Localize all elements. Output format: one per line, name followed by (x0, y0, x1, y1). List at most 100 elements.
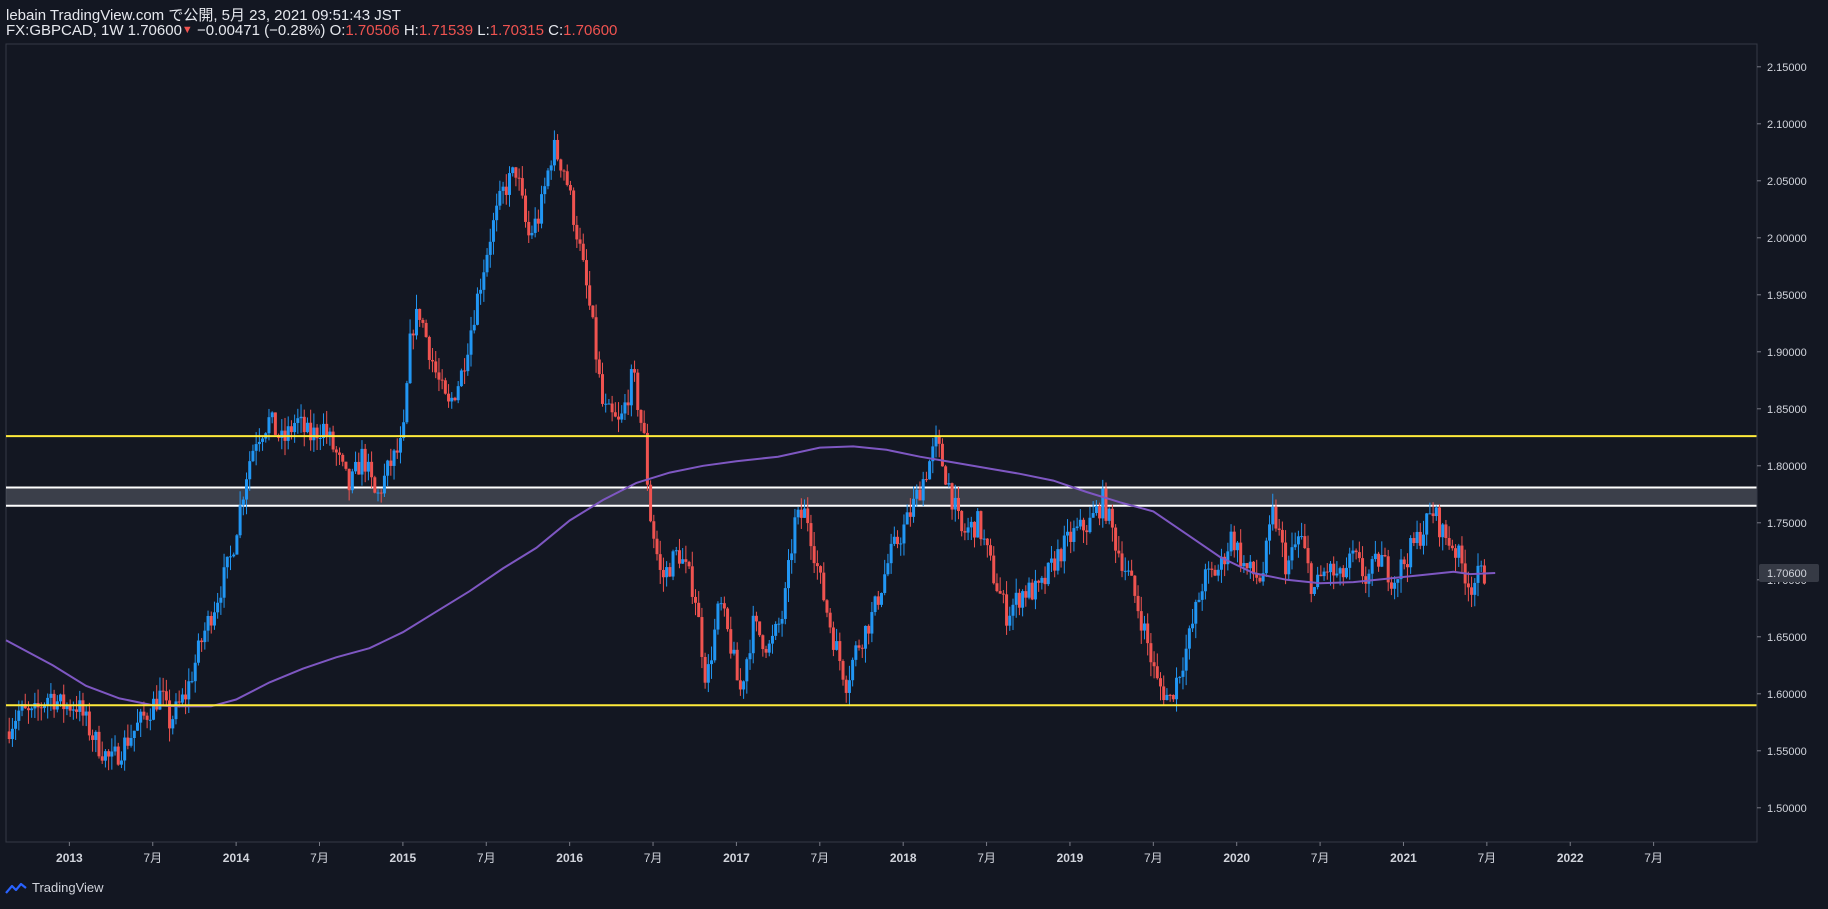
candle-body (177, 701, 181, 703)
candle-body (504, 186, 508, 195)
candle-body (1402, 559, 1406, 565)
candle-body (819, 566, 823, 573)
price-axis[interactable]: 2.15000 2.10000 2.05000 2.00000 1.95000 1.900… (1757, 62, 1807, 815)
candle-body (62, 694, 66, 710)
candle-body (652, 521, 656, 539)
candle-body (655, 538, 659, 555)
candle-body (681, 559, 685, 564)
candle-body (742, 681, 746, 690)
candle-body (1351, 550, 1355, 554)
candle-body (447, 393, 451, 402)
plot-area[interactable] (5, 43, 1758, 843)
candle-body (1271, 506, 1275, 525)
candle-body (1425, 513, 1429, 535)
candle-body (761, 635, 765, 650)
candle-body (892, 536, 896, 544)
candle-body (524, 195, 528, 222)
candle-body (684, 559, 688, 562)
candle-body (764, 649, 768, 653)
candle-body (469, 330, 473, 355)
candle-body (1300, 536, 1304, 538)
candle-body (668, 567, 672, 577)
candle-body (732, 649, 736, 654)
candle-body (1101, 488, 1105, 519)
candle-body (245, 479, 249, 500)
candle-body (886, 563, 890, 575)
candle-body (1072, 528, 1076, 542)
candle-body (700, 617, 704, 657)
candle-body (20, 704, 24, 711)
symbol-label[interactable]: FX:GBPCAD, 1W 1.70600 (6, 22, 182, 39)
time-tick-label: 2020 (1223, 851, 1250, 865)
candle-body (135, 722, 139, 731)
candle-body (395, 450, 399, 453)
candle-body (222, 567, 226, 598)
candle-body (645, 432, 649, 485)
candle-body (533, 218, 537, 233)
low-value: 1.70315 (489, 22, 544, 39)
candle-body (803, 508, 807, 518)
low-label: L: (477, 22, 490, 39)
close-label: C: (548, 22, 564, 39)
candle-body (386, 460, 390, 476)
symbol-ohlc-bar: FX:GBPCAD, 1W 1.70600▼ −0.00471 (−0.28%)… (6, 22, 617, 39)
candle-body (190, 681, 194, 683)
candle-body (1393, 582, 1397, 589)
candle-body (1107, 508, 1111, 521)
candle-body (142, 711, 146, 716)
candle-body (248, 461, 252, 480)
candle-body (1421, 534, 1425, 546)
publish-info: lebain TradingView.com で公開, 5月 23, 2021 … (6, 7, 401, 24)
price-tick-label: 1.50000 (1767, 803, 1807, 815)
candle-body (363, 448, 367, 472)
time-tick-label: 7月 (1478, 851, 1497, 865)
candle-body (594, 317, 598, 360)
candle-body (1194, 601, 1198, 624)
candle-body (671, 551, 675, 577)
candle-body (427, 336, 431, 360)
candle-body (1098, 506, 1102, 519)
time-tick-label: 2021 (1390, 851, 1417, 865)
time-tick-label: 2018 (890, 851, 917, 865)
candle-body (206, 615, 210, 631)
time-axis[interactable]: 2013 7月 2014 7月 2015 7月 2016 7月 2017 7月 2018 7月 2019… (56, 842, 1663, 865)
candle-body (812, 546, 816, 564)
candle-body (1017, 592, 1021, 608)
candle-body (1409, 538, 1413, 568)
candle-body (985, 538, 989, 546)
price-tick-label: 1.55000 (1767, 746, 1807, 758)
candle-body (491, 220, 495, 242)
candle-body (354, 461, 358, 472)
candle-body (719, 603, 723, 605)
last-price-text: 1.70600 (1767, 568, 1807, 580)
candle-body (350, 471, 354, 491)
candle-body (870, 612, 874, 634)
candle-body (754, 615, 758, 622)
candle-body (286, 426, 290, 441)
candle-body (690, 566, 694, 597)
candle-body (174, 701, 178, 720)
tradingview-logo[interactable]: TradingView (5, 880, 104, 895)
candle-body (1168, 694, 1172, 696)
candle-body (604, 403, 608, 405)
candle-body (565, 171, 569, 185)
time-tick-label: 7月 (1311, 851, 1330, 865)
candle-body (450, 397, 454, 402)
candle-body (453, 397, 457, 401)
candle-body (931, 446, 935, 462)
candle-body (536, 218, 540, 224)
candle-body (966, 527, 970, 533)
candle-body (540, 194, 544, 224)
candle-body (1361, 558, 1365, 577)
candle-body (1303, 536, 1307, 549)
candle-body (1069, 531, 1073, 542)
candle-body (822, 572, 826, 601)
candle-body (507, 173, 511, 195)
candle-body (228, 556, 232, 558)
candle-body (790, 553, 794, 561)
candle-body (414, 308, 418, 336)
candle-body (341, 454, 345, 462)
candle-body (84, 711, 88, 716)
candle-body (738, 680, 742, 690)
